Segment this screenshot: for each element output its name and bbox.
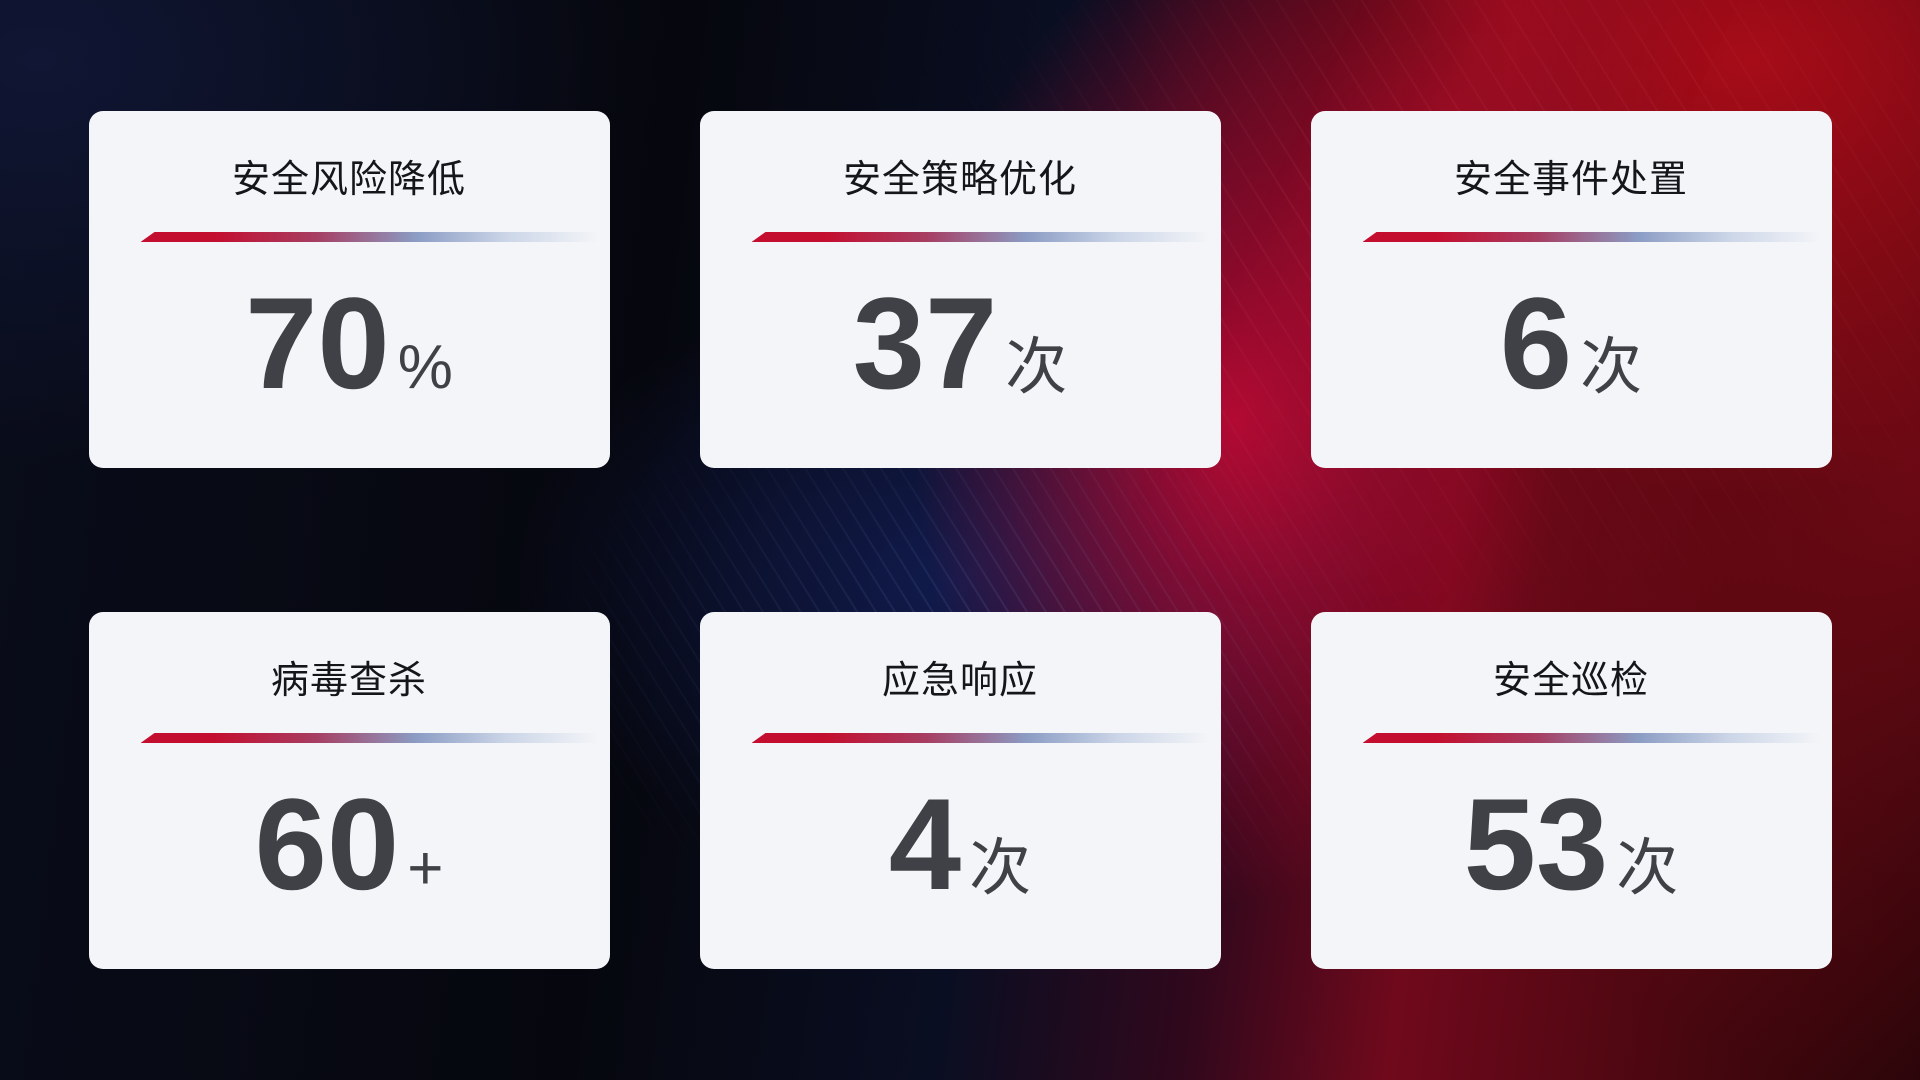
stat-group: 70 % xyxy=(245,278,453,408)
stat-unit: + xyxy=(407,834,444,903)
stat-group: 6 次 xyxy=(1500,278,1642,408)
stat-card-security-incident-handling: 安全事件处置 6 次 xyxy=(1310,111,1832,468)
gradient-divider xyxy=(1362,733,1821,743)
stat-group: 60 + xyxy=(255,779,444,909)
stat-unit: 次 xyxy=(1580,333,1643,402)
gradient-divider xyxy=(751,232,1210,242)
gradient-divider xyxy=(140,232,599,242)
stat-value: 70 xyxy=(245,270,390,416)
stat-card-security-risk-reduction: 安全风险降低 70 % xyxy=(88,111,610,468)
card-title: 安全风险降低 xyxy=(231,159,466,201)
stat-value: 6 xyxy=(1499,270,1573,416)
card-title: 病毒查杀 xyxy=(270,660,427,702)
stat-group: 4 次 xyxy=(889,779,1031,909)
stat-unit: 次 xyxy=(1616,834,1679,903)
stat-value: 60 xyxy=(254,771,400,917)
stat-card-security-inspection: 安全巡检 53 次 xyxy=(1310,612,1832,969)
stat-value: 37 xyxy=(852,270,998,416)
gradient-divider xyxy=(1362,232,1821,242)
stat-unit: 次 xyxy=(969,834,1032,903)
stat-value: 4 xyxy=(888,771,962,917)
stat-card-virus-scan: 病毒查杀 60 + xyxy=(88,612,610,969)
card-title: 安全巡检 xyxy=(1492,660,1649,702)
card-title: 安全事件处置 xyxy=(1453,159,1688,201)
stat-unit: % xyxy=(397,333,453,402)
stat-card-security-policy-optimization: 安全策略优化 37 次 xyxy=(699,111,1221,468)
stat-group: 53 次 xyxy=(1464,779,1679,909)
stat-card-emergency-response: 应急响应 4 次 xyxy=(699,612,1221,969)
stat-value: 53 xyxy=(1463,771,1609,917)
card-title: 应急响应 xyxy=(881,660,1038,702)
stat-unit: 次 xyxy=(1005,333,1068,402)
card-title: 安全策略优化 xyxy=(842,159,1077,201)
stat-group: 37 次 xyxy=(853,278,1068,408)
gradient-divider xyxy=(140,733,599,743)
gradient-divider xyxy=(751,733,1210,743)
